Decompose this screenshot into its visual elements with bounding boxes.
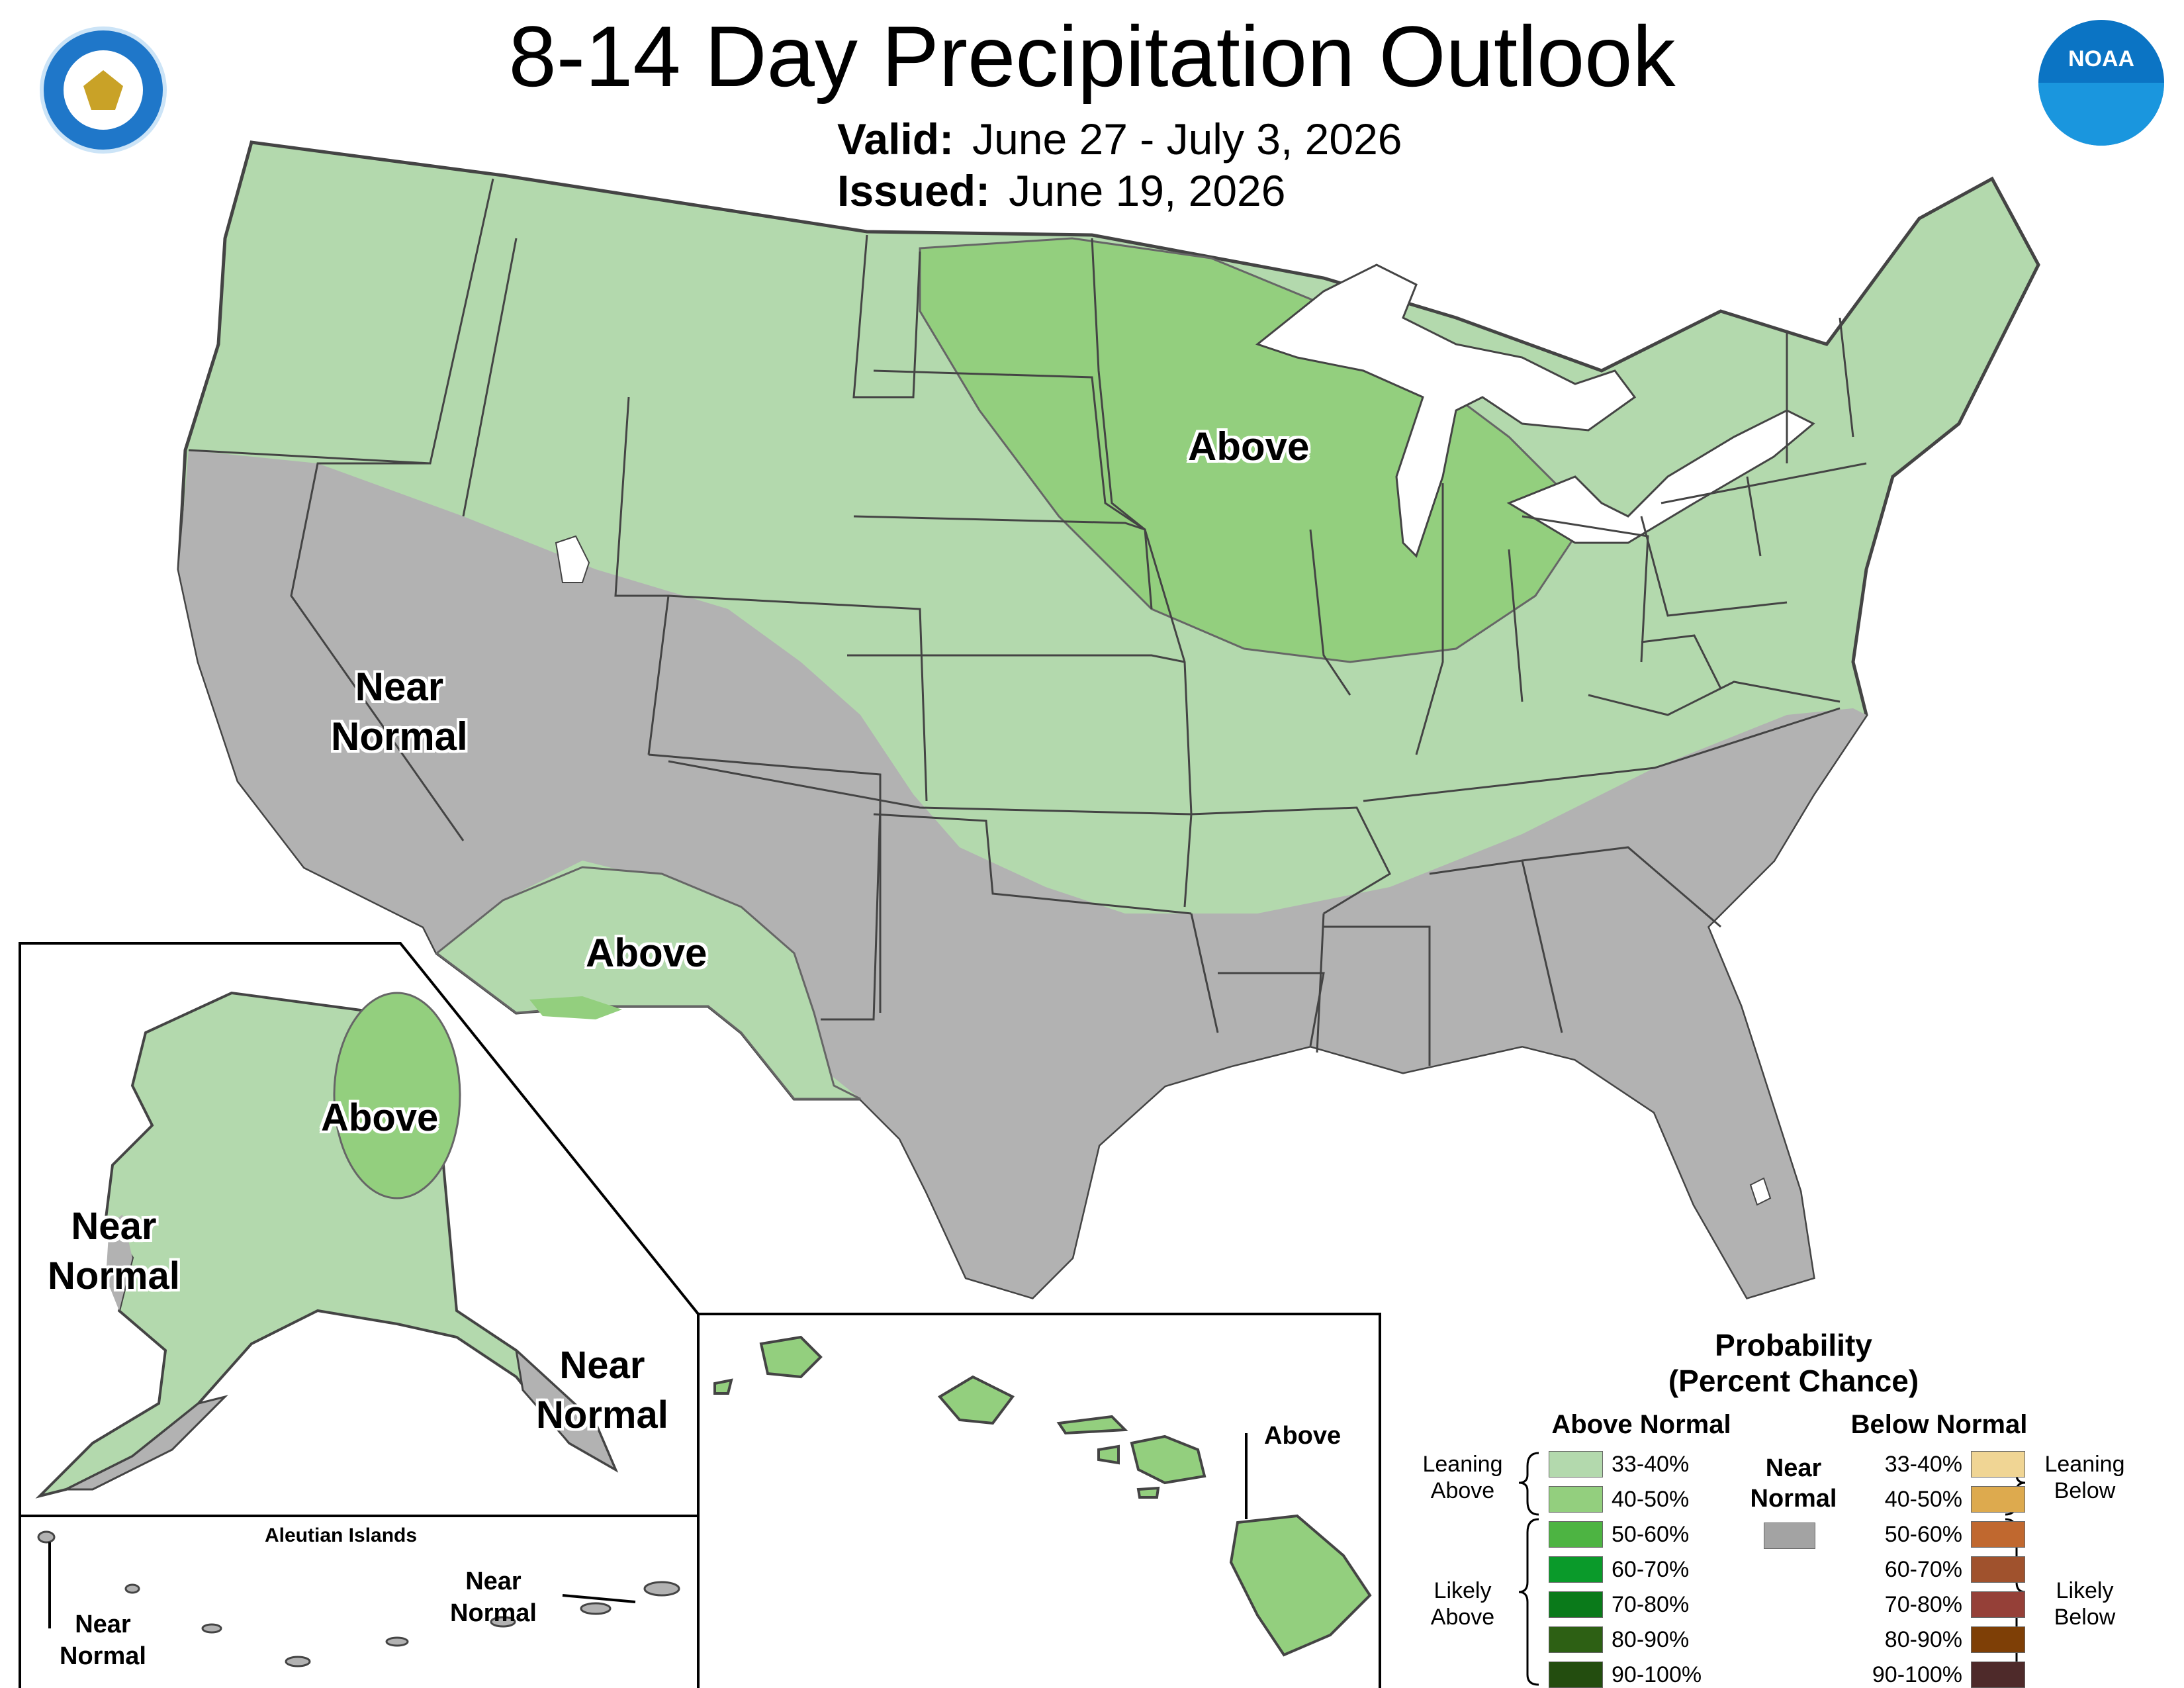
legend-likely-above-line2: Above <box>1430 1605 1495 1630</box>
legend-leaning-below-line2: Below <box>2054 1478 2116 1503</box>
hawaii-inset-frame <box>697 1313 1381 1688</box>
legend-above-swatch-4 <box>1549 1591 1603 1618</box>
label-aleutian-near-normal-east: Near Normal <box>450 1566 537 1629</box>
legend-above-swatch-0 <box>1549 1451 1603 1477</box>
legend-likely-below-line2: Below <box>2054 1605 2116 1630</box>
valid-label: Valid: <box>837 115 954 164</box>
label-alaska-near-normal-west-line2: Normal <box>48 1254 180 1297</box>
southwest-above-region <box>435 866 861 1100</box>
legend-title-line1: Probability <box>1715 1328 1872 1362</box>
legend-leaning-below: Leaning Below <box>2032 1451 2138 1504</box>
legend-below-label-0: 33-40% <box>1884 1452 1962 1477</box>
label-conus-near-normal-line1: Near <box>355 665 444 709</box>
legend-leaning-below-line1: Leaning <box>2044 1452 2125 1477</box>
label-conus-near-normal: Near Normal <box>331 662 468 761</box>
label-alaska-near-normal-se-line1: Near <box>559 1344 645 1387</box>
label-conus-above-southwest: Above <box>586 931 707 975</box>
legend-near-normal-line2: Normal <box>1750 1485 1837 1513</box>
near-normal-west-region <box>179 450 1866 1297</box>
legend-below-header: Below Normal <box>1850 1410 2028 1439</box>
legend-leaning-above: Leaning Above <box>1410 1451 1516 1504</box>
legend-title: Probability (Percent Chance) <box>1588 1327 1999 1399</box>
label-hawaii-above: Above <box>1264 1422 1342 1450</box>
alaska-above-40-region <box>333 992 461 1199</box>
legend-below-label-6: 90-100% <box>1872 1662 1962 1687</box>
label-aleutian-near-normal-west-line1: Near <box>75 1611 131 1638</box>
label-aleutian-near-normal-east-line2: Normal <box>450 1599 537 1627</box>
legend-above-swatch-1 <box>1549 1486 1603 1513</box>
legend-above-label-6: 90-100% <box>1612 1662 1702 1687</box>
legend-below-label-3: 60-70% <box>1884 1557 1962 1582</box>
legend-near-normal-line1: Near <box>1765 1454 1822 1482</box>
legend-likely-above: Likely Above <box>1410 1577 1516 1630</box>
label-alaska-above: Above <box>321 1096 439 1139</box>
legend-below-label-5: 80-90% <box>1884 1627 1962 1652</box>
legend-below-swatch-0 <box>1971 1451 2025 1477</box>
legend-below-label-4: 70-80% <box>1884 1592 1962 1617</box>
legend-below-swatch-6 <box>1971 1662 2025 1688</box>
hawaii-islands <box>713 1335 1372 1657</box>
issued-value: June 19, 2026 <box>1009 166 1286 215</box>
legend-title-line2: (Percent Chance) <box>1668 1364 1919 1398</box>
legend-likely-below: Likely Below <box>2032 1577 2138 1630</box>
issued-date: Issued: June 19, 2026 <box>837 164 1285 217</box>
legend-above-label-2: 50-60% <box>1612 1522 1690 1547</box>
legend-above-label-0: 33-40% <box>1612 1452 1690 1477</box>
label-conus-above-north: Above <box>1188 424 1310 469</box>
legend-below-swatch-2 <box>1971 1521 2025 1548</box>
label-alaska-near-normal-se-line2: Normal <box>536 1393 668 1436</box>
label-aleutian-near-normal-west-line2: Normal <box>60 1642 146 1670</box>
label-aleutian-near-normal-west: Near Normal <box>60 1609 146 1672</box>
lake-okeechobee <box>1749 1177 1772 1206</box>
legend-below-swatch-4 <box>1971 1591 2025 1618</box>
state-boundaries <box>188 178 1867 1066</box>
aleutian-islands <box>37 1530 680 1667</box>
noaa-logo: NOAA <box>2038 20 2164 146</box>
legend-leaning-above-line2: Above <box>1430 1478 1495 1503</box>
alaska-near-normal-se-region <box>514 1347 618 1472</box>
legend-below-swatch-5 <box>1971 1626 2025 1653</box>
commerce-seal-logo <box>40 26 167 154</box>
noaa-logo-text: NOAA <box>2068 46 2135 71</box>
legend-leaning-above-line1: Leaning <box>1422 1452 1503 1477</box>
aleutian-pointer-east <box>562 1594 636 1603</box>
label-aleutian-near-normal-east-line1: Near <box>465 1568 522 1595</box>
label-alaska-near-normal-west: Near Normal <box>48 1201 180 1301</box>
legend-above-swatch-6 <box>1549 1662 1603 1688</box>
legend-below-swatch-3 <box>1971 1556 2025 1583</box>
north-central-above-40-region <box>919 237 1590 663</box>
southwest-above-40-region <box>529 996 622 1019</box>
legend-likely-below-line1: Likely <box>2056 1578 2114 1603</box>
legend-likely-above-line1: Likely <box>1433 1578 1492 1603</box>
legend-above-label-3: 60-70% <box>1612 1557 1690 1582</box>
legend-above-label-4: 70-80% <box>1612 1592 1690 1617</box>
legend-above-label-5: 80-90% <box>1612 1627 1690 1652</box>
alaska-near-normal-sw-region <box>66 1395 228 1491</box>
label-alaska-near-normal-west-line1: Near <box>71 1205 157 1248</box>
legend-below-label-1: 40-50% <box>1884 1487 1962 1512</box>
label-conus-near-normal-line2: Normal <box>331 714 468 759</box>
valid-value: June 27 - July 3, 2026 <box>972 115 1402 164</box>
legend-above-header: Above Normal <box>1551 1410 1731 1439</box>
legend-near-normal-swatch <box>1764 1523 1815 1549</box>
issued-label: Issued: <box>837 166 991 215</box>
valid-dates: Valid: June 27 - July 3, 2026 <box>837 113 1402 165</box>
great-salt-lake <box>555 535 590 583</box>
aleutian-islands-title: Aleutian Islands <box>265 1524 418 1546</box>
alaska-near-normal-west-region <box>106 1215 132 1311</box>
legend-above-label-1: 40-50% <box>1612 1487 1690 1512</box>
legend-above-swatch-2 <box>1549 1521 1603 1548</box>
legend-below-label-2: 50-60% <box>1884 1522 1962 1547</box>
page-title: 8-14 Day Precipitation Outlook <box>508 8 1676 105</box>
label-alaska-near-normal-southeast: Near Normal <box>536 1340 668 1440</box>
legend-above-swatch-3 <box>1549 1556 1603 1583</box>
legend-below-swatch-1 <box>1971 1486 2025 1513</box>
legend-above-swatch-5 <box>1549 1626 1603 1653</box>
legend-near-normal: Near Normal <box>1734 1453 1853 1514</box>
